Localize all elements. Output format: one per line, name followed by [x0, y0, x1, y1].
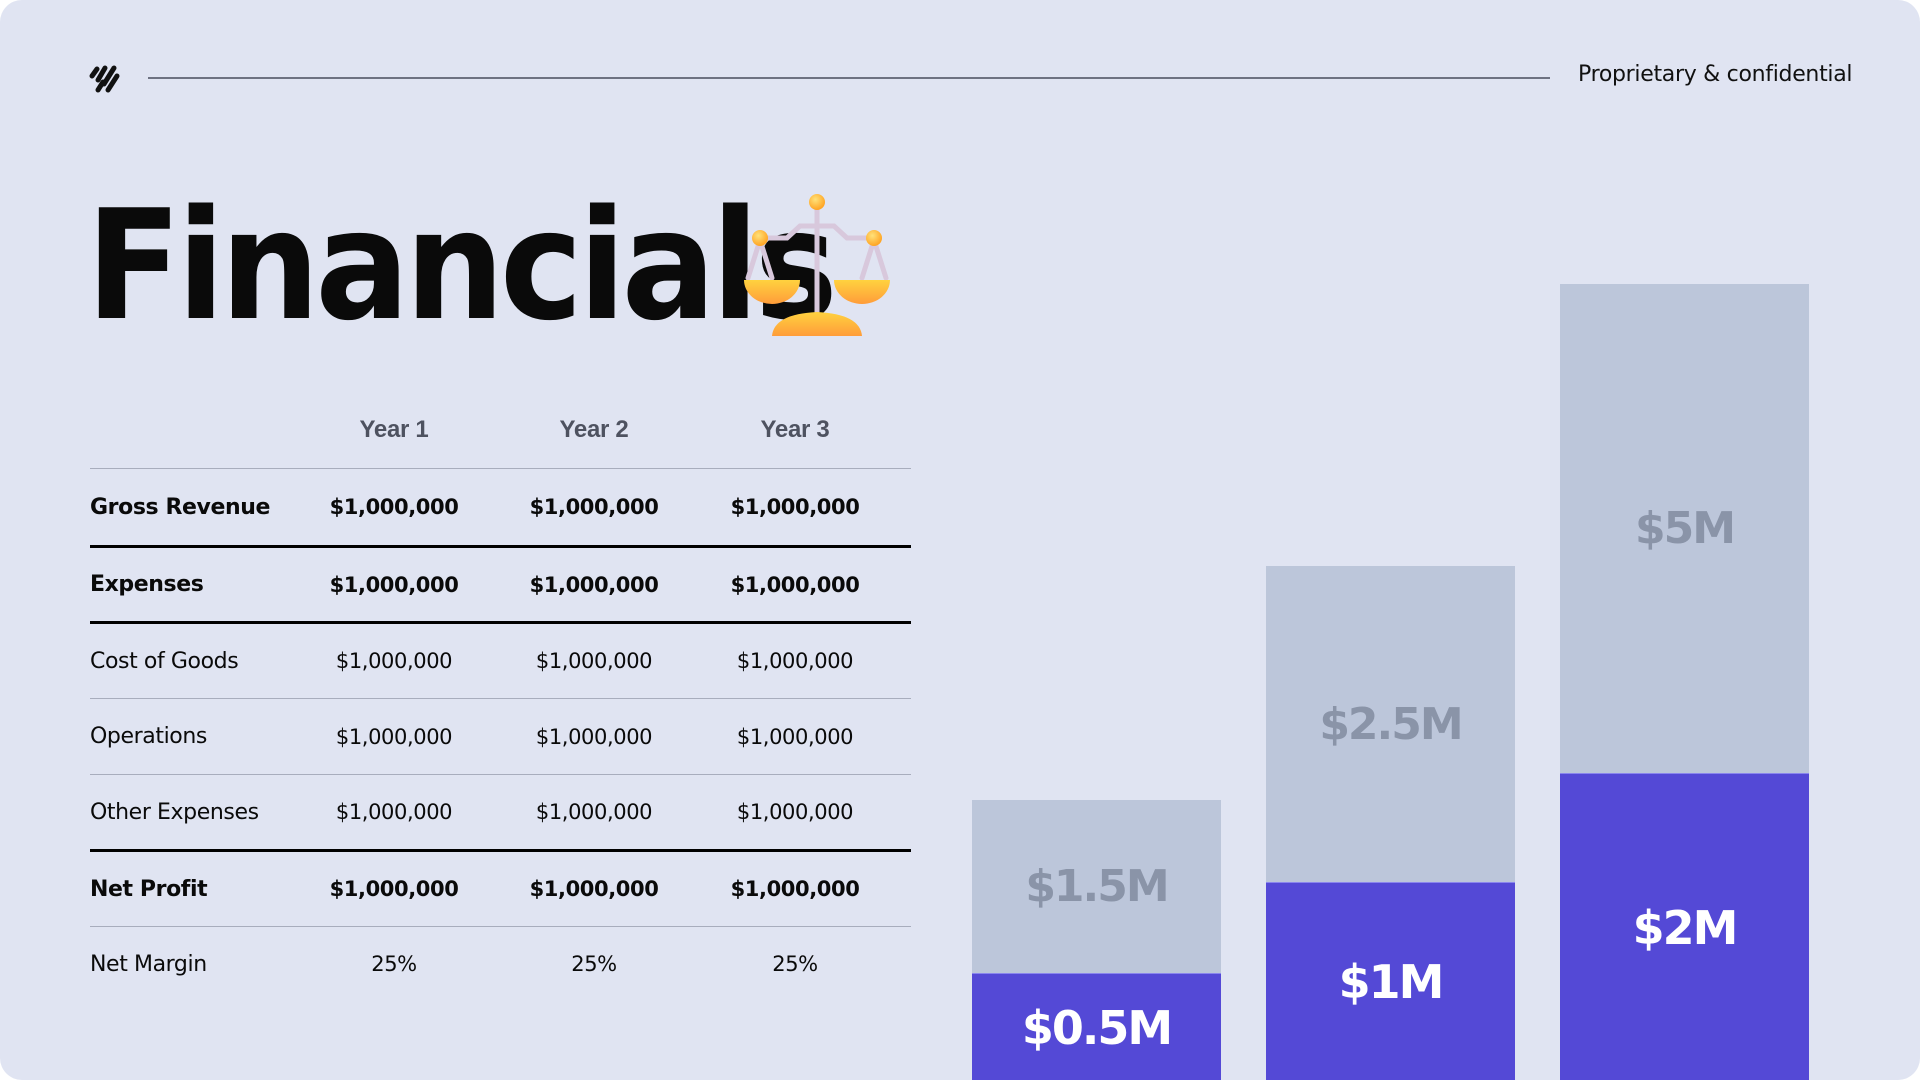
cell-year-2: $1,000,000 [529, 495, 659, 519]
table-row-net-profit: Net Profit $1,000,000 $1,000,000 $1,000,… [90, 852, 911, 926]
table-row-other-expenses: Other Expenses $1,000,000 $1,000,000 $1,… [90, 775, 911, 849]
cell-year-2: $1,000,000 [535, 800, 653, 824]
header-divider [148, 77, 1550, 79]
bar-segment-lower: $0.5M [972, 973, 1221, 1080]
row-label: Net Profit [90, 876, 208, 902]
row-label: Gross Revenue [90, 494, 271, 520]
cell-year-2: 25% [571, 952, 617, 976]
confidential-label: Proprietary & confidential [1578, 62, 1853, 87]
cell-year-3: 25% [772, 952, 818, 976]
bar-label-lower: $2M [1632, 900, 1739, 955]
column-header-year-3: Year 3 [760, 416, 830, 443]
table-row-cost-of-goods: Cost of Goods $1,000,000 $1,000,000 $1,0… [90, 624, 911, 698]
bar-segment-total: $1.5M [972, 800, 1221, 973]
cell-year-3: $1,000,000 [730, 572, 860, 597]
column-header-year-2: Year 2 [559, 416, 629, 443]
cell-year-2: $1,000,000 [535, 649, 653, 673]
row-label: Cost of Goods [90, 648, 239, 674]
bar-year-2: $2.5M $1M [1266, 566, 1515, 1080]
bar-label-total: $5M [1634, 503, 1736, 554]
row-label: Net Margin [90, 951, 207, 977]
bar-label-lower: $0.5M [1021, 1000, 1173, 1055]
bar-segment-total: $2.5M [1266, 566, 1515, 882]
table-row-operations: Operations $1,000,000 $1,000,000 $1,000,… [90, 699, 911, 774]
bar-segment-lower: $2M [1560, 773, 1809, 1080]
bar-segment-lower: $1M [1266, 882, 1515, 1080]
bar-year-3: $5M $2M [1560, 284, 1809, 1080]
dots-logo-icon [89, 65, 120, 93]
divider-thick [90, 849, 911, 852]
cell-year-2: $1,000,000 [535, 724, 653, 749]
table-row-gross-revenue: Gross Revenue $1,000,000 $1,000,000 $1,0… [90, 469, 911, 545]
cell-year-2: $1,000,000 [529, 572, 659, 597]
divider [90, 468, 911, 469]
balance-scale-icon [744, 194, 890, 336]
bar-segment-total: $5M [1560, 284, 1809, 773]
cell-year-1: $1,000,000 [335, 724, 453, 749]
bar-label-lower: $1M [1338, 955, 1445, 1009]
cell-year-1: $1,000,000 [329, 495, 459, 519]
cell-year-3: $1,000,000 [736, 649, 854, 673]
row-label: Expenses [90, 572, 204, 597]
cell-year-1: $1,000,000 [335, 800, 453, 824]
cell-year-3: $1,000,000 [730, 495, 860, 519]
cell-year-3: $1,000,000 [736, 800, 854, 824]
column-header-year-1: Year 1 [359, 416, 429, 443]
cell-year-1: $1,000,000 [335, 649, 453, 673]
divider [90, 774, 911, 775]
bar-label-total: $2.5M [1319, 698, 1463, 750]
table-row-net-margin: Net Margin 25% 25% 25% [90, 927, 911, 1001]
cell-year-3: $1,000,000 [736, 724, 854, 749]
divider [90, 926, 911, 927]
cell-year-1: $1,000,000 [329, 572, 459, 597]
bar-label-total: $1.5M [1025, 861, 1169, 912]
page-title: Financials [86, 177, 838, 354]
divider-thick [90, 545, 911, 548]
row-label: Operations [90, 724, 207, 749]
table-header-row: Year 1 Year 2 Year 3 [90, 398, 911, 468]
cell-year-2: $1,000,000 [529, 877, 659, 901]
divider [90, 698, 911, 699]
cell-year-1: 25% [371, 952, 417, 976]
cell-year-3: $1,000,000 [730, 877, 860, 901]
financials-table: Year 1 Year 2 Year 3 Gross Revenue $1,00… [90, 398, 911, 1001]
cell-year-1: $1,000,000 [329, 877, 459, 901]
row-label: Other Expenses [90, 799, 259, 825]
bar-year-1: $1.5M $0.5M [972, 800, 1221, 1080]
divider-thick [90, 621, 911, 624]
table-row-expenses: Expenses $1,000,000 $1,000,000 $1,000,00… [90, 548, 911, 621]
